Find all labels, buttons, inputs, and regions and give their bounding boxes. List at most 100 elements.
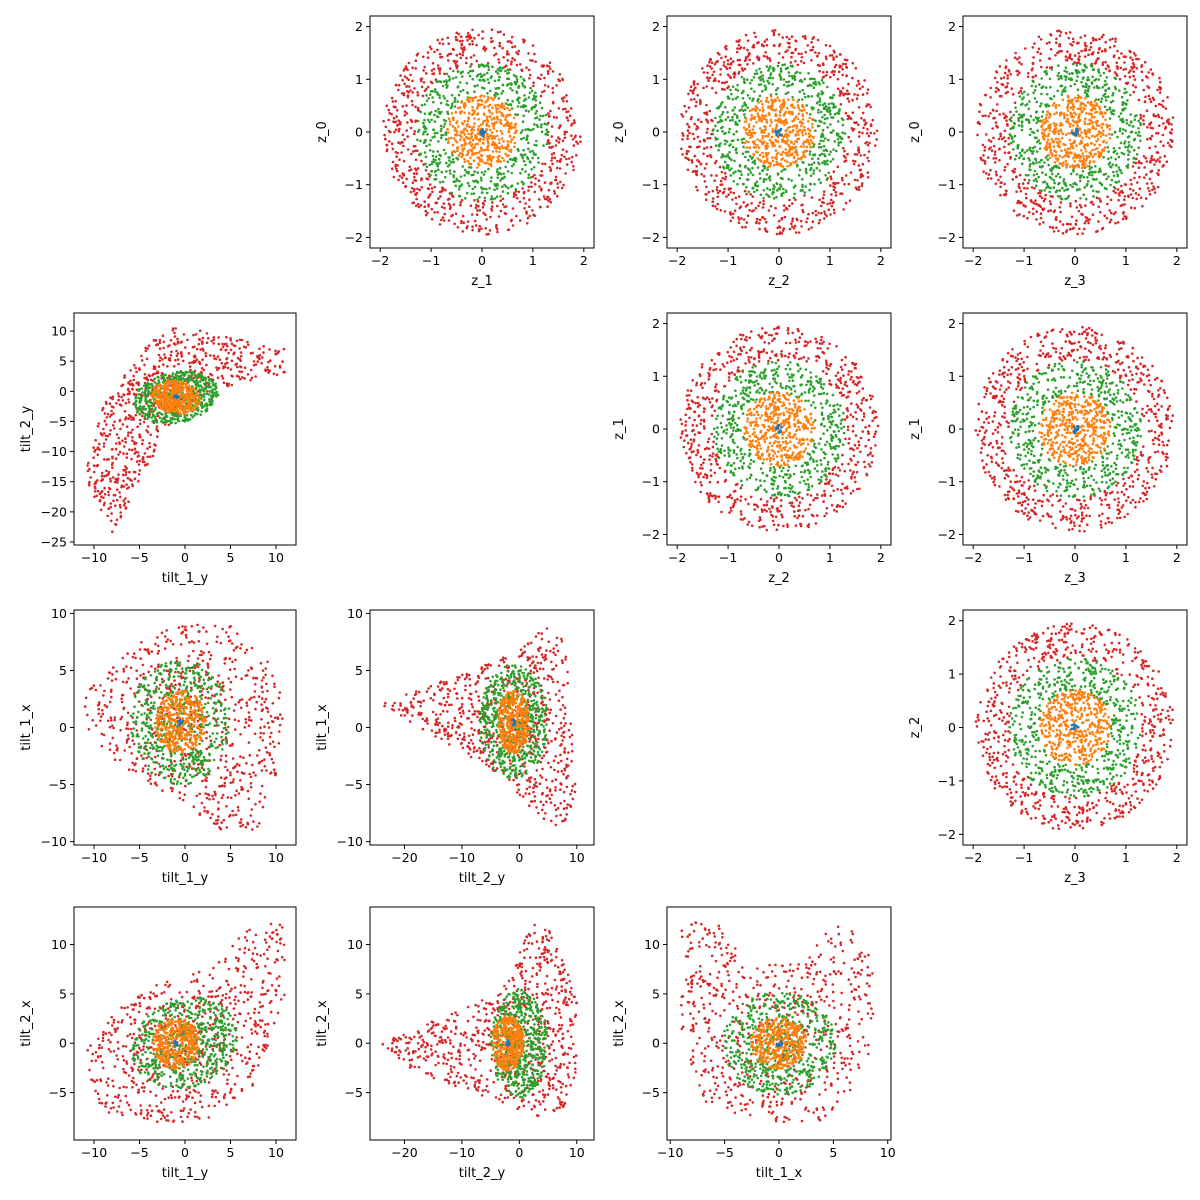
data-point: [461, 39, 464, 43]
data-point: [1140, 64, 1144, 67]
data-point: [1057, 132, 1061, 136]
data-point: [1070, 113, 1073, 117]
data-point: [483, 196, 487, 200]
data-point: [1031, 46, 1035, 49]
data-point: [1135, 153, 1139, 156]
data-point: [1066, 109, 1070, 112]
x-axis-label: z_3: [1064, 274, 1086, 289]
data-point: [433, 113, 436, 117]
data-point: [828, 110, 831, 114]
data-point: [1090, 174, 1094, 177]
data-point: [795, 124, 799, 127]
data-point: [390, 96, 394, 100]
data-point: [1137, 57, 1140, 61]
data-point: [732, 191, 736, 195]
data-point: [761, 168, 765, 172]
data-point: [442, 118, 446, 122]
data-point: [1031, 80, 1035, 83]
data-point: [1052, 230, 1056, 233]
data-point: [784, 92, 788, 95]
data-point: [1092, 86, 1096, 89]
data-point: [508, 135, 512, 138]
y-tick-label: −2: [345, 230, 363, 245]
data-point: [570, 160, 573, 164]
data-point: [1102, 133, 1105, 137]
data-point: [1066, 105, 1070, 108]
data-point: [1091, 52, 1094, 56]
data-point: [1093, 79, 1096, 82]
data-point: [720, 170, 724, 174]
data-point: [741, 97, 745, 100]
data-point: [811, 211, 815, 215]
data-point: [799, 219, 803, 223]
data-point: [1053, 132, 1056, 135]
data-point: [782, 187, 785, 191]
data-point: [816, 38, 820, 42]
data-point: [497, 138, 501, 141]
data-point: [454, 62, 457, 65]
data-point: [1052, 210, 1056, 214]
data-point: [798, 121, 802, 124]
data-point: [426, 56, 430, 59]
data-point: [488, 187, 491, 190]
data-point: [999, 77, 1003, 80]
data-point: [1117, 155, 1121, 159]
data-point: [715, 186, 719, 189]
data-point: [462, 103, 466, 106]
data-point: [1041, 135, 1045, 138]
data-point: [524, 170, 527, 173]
data-point: [784, 189, 788, 192]
y-axis-label: z_0: [908, 121, 923, 143]
data-point: [537, 179, 541, 182]
data-point: [445, 79, 448, 82]
data-point: [736, 95, 739, 99]
data-point: [455, 60, 459, 63]
data-point: [791, 152, 794, 155]
data-point: [812, 106, 815, 110]
data-point: [1112, 91, 1115, 95]
data-point: [834, 63, 838, 67]
data-point: [451, 213, 455, 217]
data-point: [515, 75, 518, 78]
data-point: [459, 201, 463, 204]
data-point: [1047, 153, 1050, 157]
data-point: [1045, 182, 1049, 186]
data-point: [532, 84, 535, 88]
data-point: [557, 141, 561, 144]
data-point: [742, 218, 746, 221]
data-point: [684, 156, 687, 159]
data-point: [1012, 140, 1015, 143]
data-point: [1035, 172, 1039, 176]
data-point: [1154, 104, 1157, 108]
data-point: [705, 198, 708, 201]
data-point: [526, 222, 529, 225]
data-point: [1044, 173, 1048, 176]
data-point: [490, 28, 494, 32]
data-point: [1012, 209, 1016, 212]
data-point: [686, 134, 689, 138]
data-point: [473, 145, 476, 149]
data-point: [1159, 80, 1162, 84]
data-point: [751, 173, 755, 177]
data-point: [1139, 123, 1142, 127]
data-point: [1028, 100, 1031, 103]
data-point: [413, 87, 416, 90]
data-point: [702, 152, 705, 156]
data-point: [445, 170, 448, 173]
data-point: [769, 72, 773, 75]
data-point: [474, 134, 477, 137]
data-point: [733, 75, 736, 79]
data-point: [503, 183, 506, 187]
data-point: [465, 81, 469, 85]
data-point: [751, 187, 755, 190]
data-point: [863, 119, 866, 123]
data-point: [756, 144, 759, 147]
data-point: [1028, 211, 1031, 214]
data-point: [819, 181, 822, 184]
data-point: [804, 132, 807, 136]
data-point: [828, 201, 832, 205]
data-point: [501, 102, 504, 105]
data-point: [1104, 67, 1108, 71]
data-point: [782, 120, 786, 123]
